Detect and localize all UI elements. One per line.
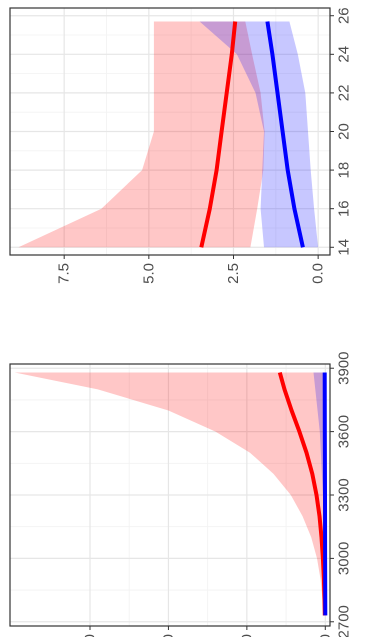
confidence-band-1 [14,372,326,616]
y-tick-label: 2.5 [225,263,242,284]
x-tick-label: 26 [336,7,353,24]
chart-panel-2: 2700 3000 3300 3600 3900 0 50 100 150 [9,352,353,637]
confidence-band-1 [18,21,265,248]
x-tick-label: 3300 [336,478,353,511]
confidence-band-2 [313,372,326,616]
series-line-1 [199,21,238,248]
x-tick-label: 20 [336,123,353,140]
x-tick-label: 18 [336,162,353,179]
y-tick-label: 0.0 [310,263,327,284]
x-tick-label: 3900 [336,352,353,385]
chart-panel-1: 14 16 18 20 22 24 26 0.0 2.5 5.0 7.5 [9,7,353,284]
x-tick-label: 2700 [336,605,353,637]
confidence-band-2 [199,21,319,248]
y-tick-label: 150 [82,634,99,637]
series-line-2 [322,372,328,616]
x-tick-label: 14 [336,239,353,256]
x-tick-label: 16 [336,200,353,217]
y-tick-label: 0 [317,634,334,637]
y-tick-label: 5.0 [140,263,157,284]
x-tick-label: 22 [336,85,353,102]
y-tick-label: 7.5 [56,263,73,284]
y-tick-label: 50 [238,634,255,637]
y-tick-label: 100 [160,634,177,637]
x-tick-label: 24 [336,46,353,63]
x-tick-label: 3600 [336,415,353,448]
x-tick-label: 3000 [336,542,353,575]
series-line-2 [265,21,305,248]
